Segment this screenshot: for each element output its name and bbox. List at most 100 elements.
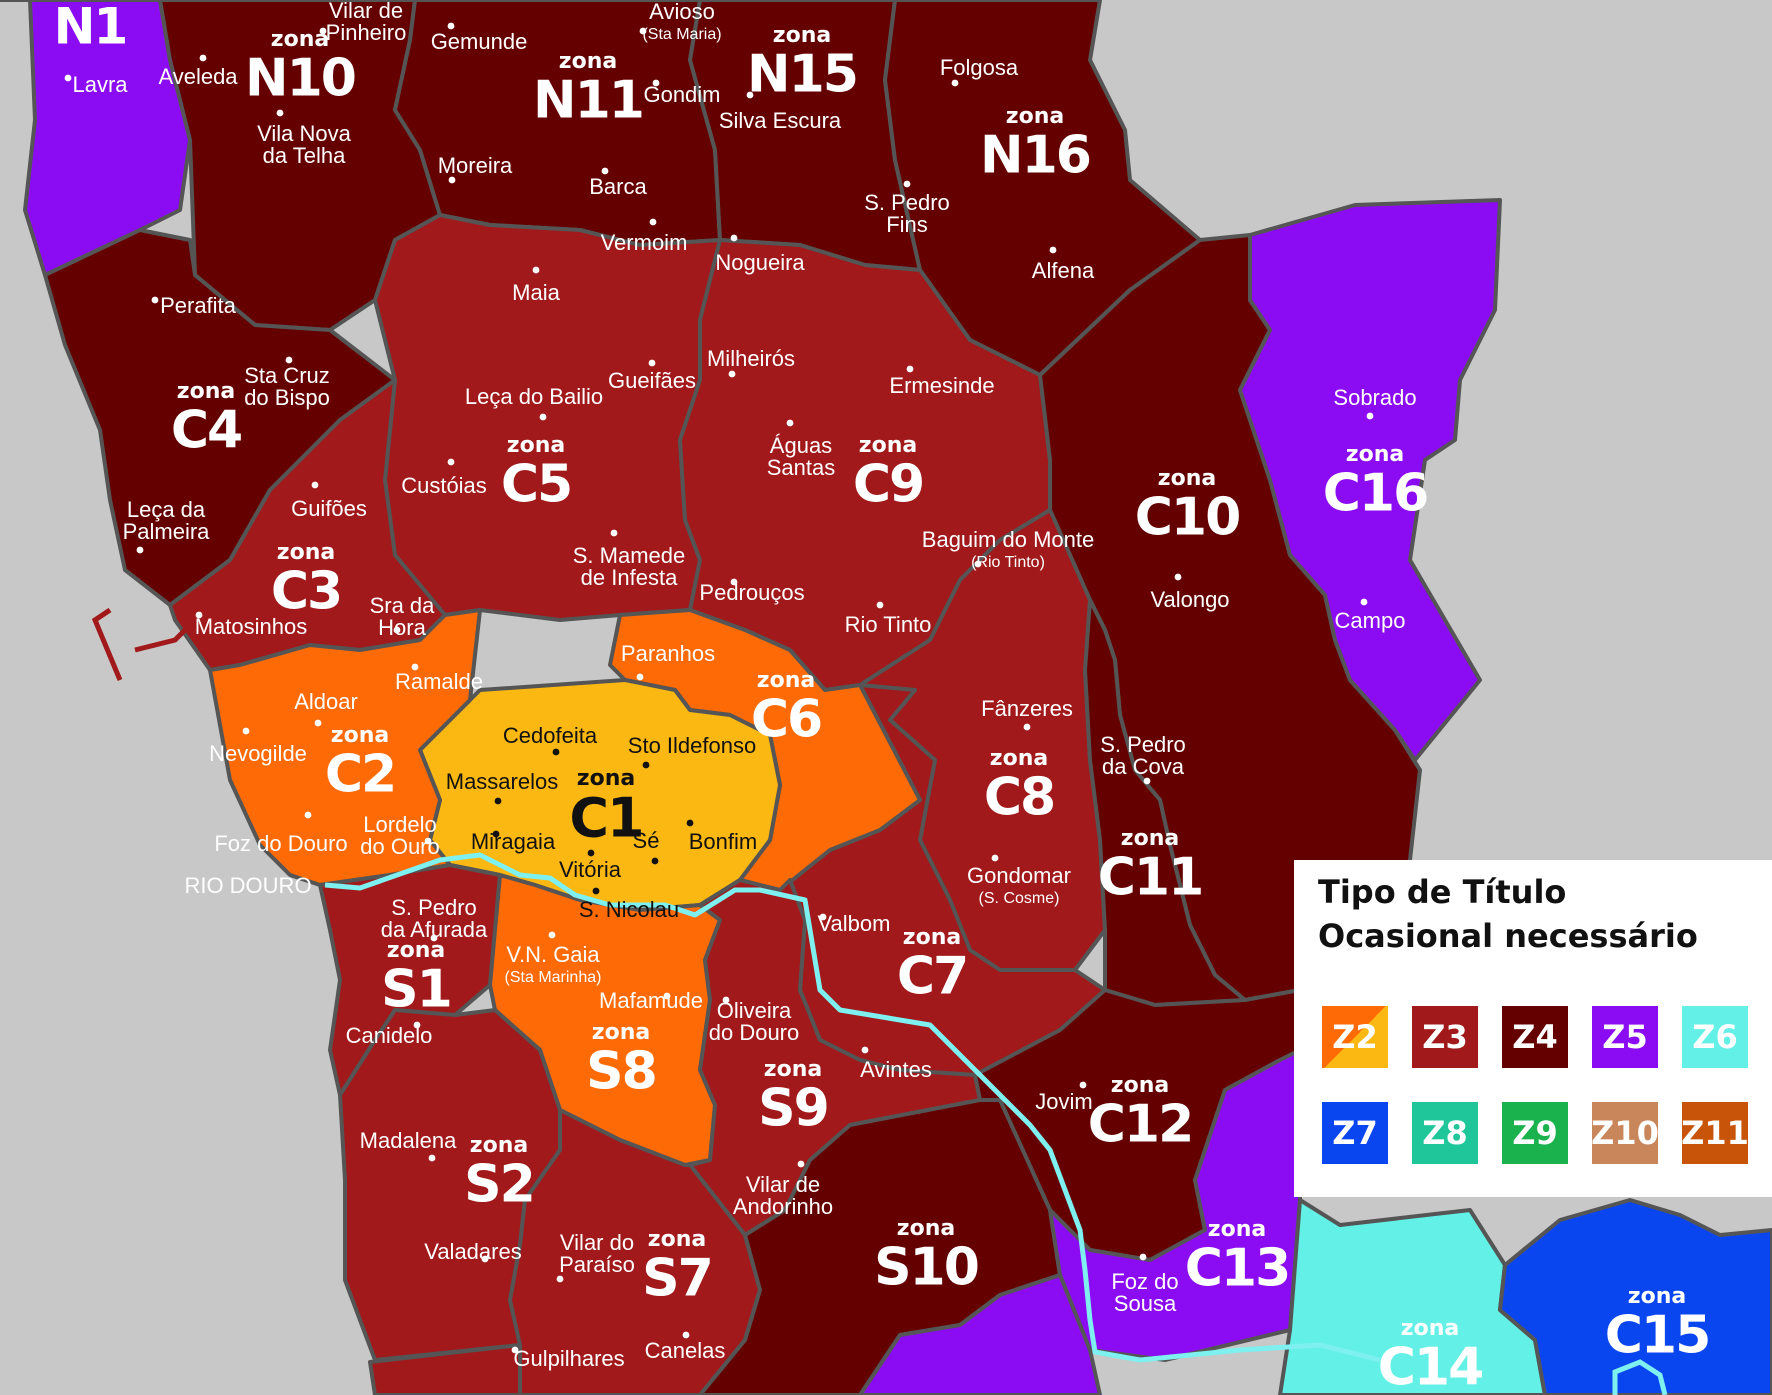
place-name: Paranhos [621,641,715,666]
place-name: Fânzeres [981,696,1073,721]
place-sobrado: Sobrado [1333,385,1417,420]
legend-swatch-z11: Z11 [1681,1102,1749,1164]
place-subtitle: (Sta Marinha) [505,969,602,986]
zone-prefix: zona [1006,104,1064,129]
zone-prefix: zona [764,1057,822,1082]
place-name: Moreira [438,153,513,178]
place-dot [481,1255,489,1263]
place-name: Valbom [818,911,891,936]
zone-prefix: zona [859,433,917,458]
place-dot [610,529,618,537]
legend-title-line2: Ocasional necessário [1318,917,1698,955]
place-campo: Campo [1335,598,1406,633]
place-dot [448,176,456,184]
place-dot [722,996,730,1004]
legend-swatch-z9: Z9 [1502,1102,1568,1164]
place-dot [786,419,794,427]
zone-code: S9 [758,1078,828,1138]
place-dot [413,1021,421,1029]
legend-swatch-z7: Z7 [1322,1102,1388,1164]
place-name: Gulpilhares [513,1346,624,1371]
zone-prefix: zona [577,766,635,791]
place-name: Nogueira [715,250,805,275]
zone-code: N15 [747,44,857,104]
place-name: Vitória [559,857,622,882]
place-dot [430,934,438,942]
place-dot [1360,598,1368,606]
place-nogueira: Nogueira [715,234,805,275]
place-dot [1174,573,1182,581]
place-dot [730,234,738,242]
zone-area-s7b [368,1343,522,1395]
place-dot [195,611,203,619]
place-vn-gaia: V.N. Gaia (Sta Marinha) [505,931,602,986]
place-name: Gondim [643,82,720,107]
place-name: Silva Escura [719,108,842,133]
place-dot [639,27,647,35]
place-name: Sta Cruz [244,363,330,388]
zone-prefix: zona [1111,1073,1169,1098]
river-tributary [1612,1359,1668,1395]
place-name: Baguim do Monte [922,527,1094,552]
zone-code: C8 [984,767,1054,827]
zone-prefix: zona [773,23,831,48]
place-dot [587,849,595,857]
zone-code: C4 [171,400,241,460]
place-name: S. Nicolau [579,897,679,922]
place-name: Barca [589,174,647,199]
place-barca: Barca [589,167,647,199]
place-name: Gondomar [967,863,1071,888]
place-dot [686,819,694,827]
place-silva-escura: Silva Escura [719,91,842,133]
place-name: do Bispo [244,385,330,410]
legend-swatch-z5: Z5 [1592,1006,1658,1068]
place-dot [636,673,644,681]
place-dot [447,458,455,466]
place-dot [276,109,284,117]
place-paranhos: Paranhos [621,641,715,681]
place-dot [424,837,432,845]
place-gulpilhares: Gulpilhares [511,1346,625,1371]
place-dot [746,91,754,99]
place-dot [539,413,547,421]
legend: Tipo de Título Ocasional necessário Z2 Z3… [1294,860,1772,1197]
place-name: Vilar do [560,1230,634,1255]
place-matosinhos: Matosinhos [195,611,307,639]
zone-area-s10b [858,1273,1102,1395]
place-dot [242,727,250,735]
legend-swatch-z3: Z3 [1412,1006,1478,1068]
zone-code: C11 [1098,847,1203,907]
place-name: Custóias [401,473,487,498]
place-name: Perafita [160,293,237,318]
river-layer [324,852,1668,1395]
place-name: Campo [1335,608,1406,633]
zone-code: N16 [980,125,1090,185]
zone-code: C7 [897,946,967,1006]
place-dot [876,601,884,609]
place-dot [906,365,914,373]
place-miragaia: Miragaia [471,829,556,854]
place-dot [314,719,322,727]
place-ermesinde: Ermesinde [889,365,995,398]
place-name: do Ouro [360,834,440,859]
place-avintes: Avintes [860,1046,932,1082]
place-se: Sé [633,828,659,865]
place-dot [648,359,656,367]
zone-prefix: zona [277,540,335,565]
